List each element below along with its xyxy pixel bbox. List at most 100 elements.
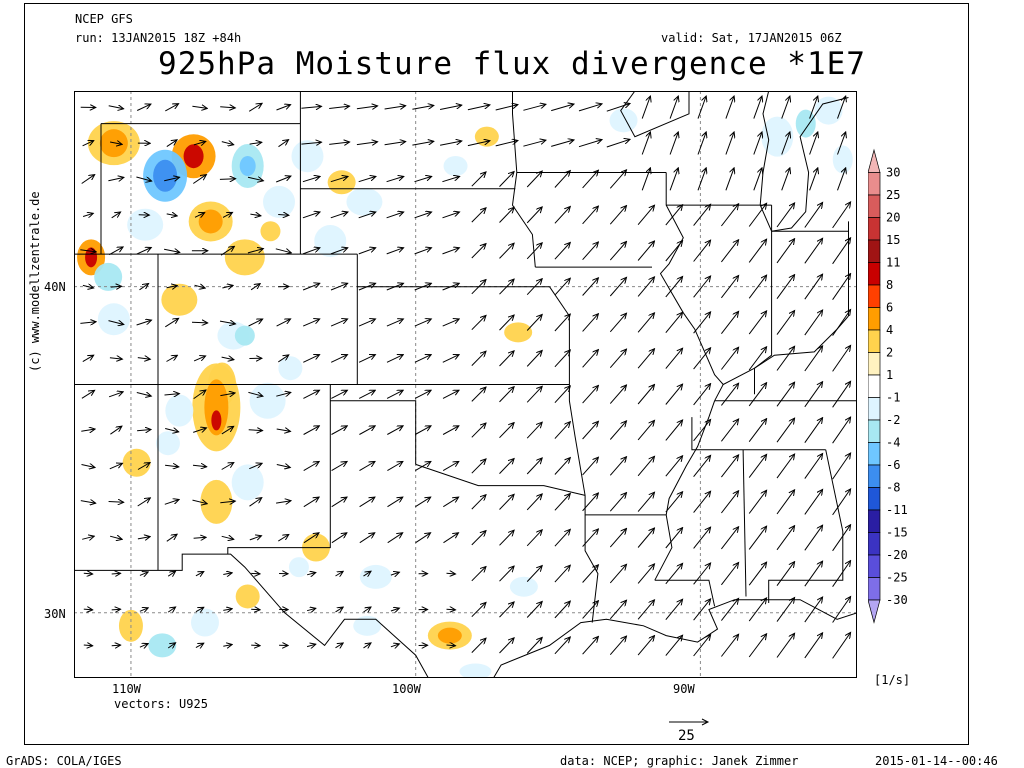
wind-vector (81, 390, 95, 399)
wind-vector (414, 390, 431, 399)
wind-vector (526, 315, 542, 331)
wind-vector (499, 387, 515, 403)
wind-vector (82, 213, 93, 216)
wind-vector (554, 529, 570, 547)
wind-vector (136, 248, 152, 255)
wind-vector (499, 279, 515, 295)
wind-vector (136, 393, 152, 397)
wind-vector (669, 96, 678, 119)
wind-vector (222, 285, 233, 288)
colorbar-cell (868, 172, 881, 196)
border-line (549, 286, 570, 385)
wind-vector (606, 139, 630, 148)
wind-vector (139, 608, 148, 612)
wind-vector (526, 637, 542, 654)
wind-vector (554, 386, 570, 404)
wind-vector (554, 637, 570, 655)
colorbar-label: 25 (886, 188, 900, 202)
wind-vector (82, 141, 94, 147)
wind-vector (331, 533, 347, 544)
wind-vector (137, 498, 151, 507)
wind-vector (359, 533, 375, 544)
divergence-patch (165, 394, 194, 427)
colorbar-unit: [1/s] (874, 673, 911, 687)
wind-vector (753, 168, 762, 191)
wind-vector (82, 536, 94, 539)
wind-vector (194, 285, 206, 288)
divergence-patch (346, 187, 383, 216)
wind-vector (192, 465, 207, 467)
colorbar-label: 6 (886, 301, 893, 315)
map-title: 925hPa Moisture flux divergence *1E7 (158, 46, 866, 82)
wind-vector (358, 212, 376, 219)
colorbar-cell (868, 284, 881, 308)
divergence-patch (443, 156, 468, 177)
colorbar-label: -8 (886, 481, 900, 495)
wind-vector (781, 96, 790, 119)
vectors-label: vectors: U925 (114, 697, 208, 711)
wind-vector (386, 212, 404, 219)
wind-vector (554, 207, 570, 224)
colorbar-cell (868, 329, 881, 353)
wind-vector (609, 170, 626, 189)
wind-vector (776, 454, 795, 479)
wind-vector (637, 277, 654, 297)
divergence-patch (231, 464, 264, 501)
wind-vector (306, 644, 316, 646)
wind-vector (222, 212, 233, 217)
wind-vector (832, 417, 851, 444)
wind-vector (358, 390, 375, 399)
divergence-patch (94, 262, 123, 291)
wind-vector (193, 428, 206, 433)
wind-vector (193, 175, 206, 184)
wind-vector (526, 350, 542, 367)
wind-vector (582, 421, 599, 440)
wind-vector (108, 106, 124, 109)
divergence-patch (97, 303, 130, 336)
wind-vector (414, 248, 432, 255)
plot-frame (24, 3, 969, 745)
wind-vector (582, 350, 599, 368)
wind-vector (137, 358, 151, 360)
wind-vector (809, 96, 818, 119)
wind-vector (303, 355, 319, 363)
wind-vector (748, 454, 766, 478)
wind-vector (748, 526, 766, 550)
wind-vector (471, 387, 486, 402)
wind-vector (832, 238, 851, 265)
wind-vector (499, 207, 515, 223)
wind-vector (330, 355, 347, 363)
wind-vector (499, 351, 515, 367)
border-line (691, 417, 826, 451)
wind-vector (693, 240, 711, 262)
wind-vector (804, 633, 823, 659)
wind-vector (832, 202, 851, 229)
colorbar-label: -15 (886, 526, 908, 540)
wind-vector (693, 527, 711, 549)
wind-vector (330, 283, 348, 291)
wind-vector (804, 346, 823, 372)
wind-vector (331, 390, 347, 399)
wind-vector (248, 103, 262, 112)
wind-vector (303, 462, 320, 472)
wind-vector (697, 168, 706, 191)
wind-vector (390, 608, 400, 611)
wind-vector (748, 634, 766, 658)
wind-vector (302, 212, 320, 219)
wind-vector (637, 385, 654, 405)
wind-vector (359, 426, 375, 435)
divergence-patch (235, 584, 260, 609)
wind-vector (356, 142, 378, 145)
wind-vector (247, 177, 263, 181)
wind-vector (665, 205, 683, 226)
wind-vector (776, 490, 795, 515)
wind-vector (804, 238, 823, 264)
wind-vector (442, 248, 460, 255)
wind-vector (248, 319, 263, 327)
border-line (768, 449, 844, 603)
wind-vector (641, 132, 650, 155)
divergence-patch (204, 379, 229, 436)
colorbar: 30 25 20 15 11 8 6 4 2 1 -1 -2 -4 -6 -8 -11 -15 -20 -25 -30 (868, 148, 908, 624)
wind-vector (499, 530, 515, 546)
wind-vector (637, 313, 654, 333)
